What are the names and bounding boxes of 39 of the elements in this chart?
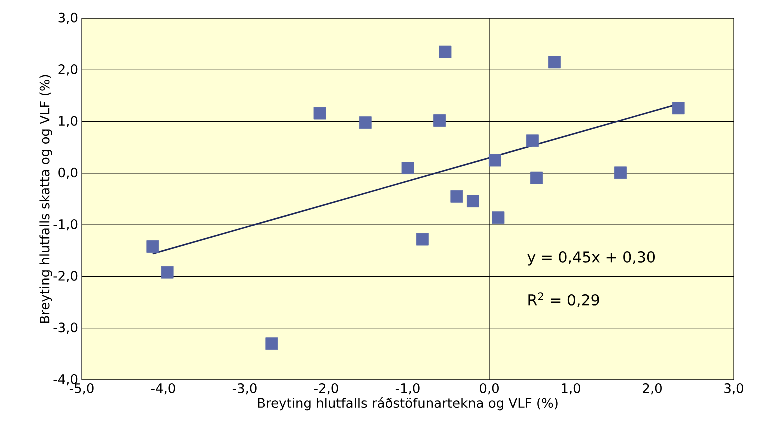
x-tick-label: 1,0: [562, 384, 580, 395]
y-tick-label: 3,0: [58, 12, 78, 24]
point: [614, 166, 627, 180]
y-tick-label: 1,0: [59, 116, 78, 128]
x-tick-label: -5,0: [70, 384, 94, 395]
point: [314, 107, 326, 120]
x-axis-title: Breyting hlutfalls ráðstöfunartekna og VLF (%): [258, 398, 558, 411]
point: [266, 338, 278, 350]
point: [467, 195, 480, 208]
point: [492, 212, 505, 224]
point: [439, 46, 452, 58]
point: [402, 162, 414, 174]
y-tick-label: 0,0: [58, 168, 78, 180]
point: [416, 233, 429, 246]
y-tick-label: -3,0: [54, 322, 78, 334]
point: [161, 266, 174, 279]
annotation: y = 0,45x + 0,30: [528, 252, 656, 266]
y-tick-label: -2,0: [54, 271, 78, 282]
point: [548, 56, 561, 69]
y-tick-label: 2,0: [58, 64, 78, 76]
x-tick-label: 0,0: [480, 384, 499, 395]
x-tick-label: 2,0: [643, 384, 662, 395]
point: [146, 240, 160, 253]
x-tick-label: -4,0: [151, 384, 176, 395]
annotation: R$^{2}$ = 0,29: [528, 292, 600, 308]
y-tick-label: -4,0: [54, 374, 78, 386]
point: [450, 190, 464, 203]
x-tick-label: -3,0: [232, 384, 257, 395]
point: [672, 102, 685, 115]
point: [489, 154, 502, 167]
point: [526, 134, 539, 148]
point: [359, 116, 372, 130]
x-tick-label: 3,0: [724, 384, 744, 395]
point: [434, 114, 446, 127]
y-tick-label: -1,0: [54, 219, 78, 231]
x-tick-label: -2,0: [314, 384, 338, 395]
y-axis-title: Breyting hlutfalls skatta og og VLF (%): [40, 75, 52, 324]
x-tick-label: -1,0: [396, 384, 420, 395]
point: [530, 172, 543, 184]
